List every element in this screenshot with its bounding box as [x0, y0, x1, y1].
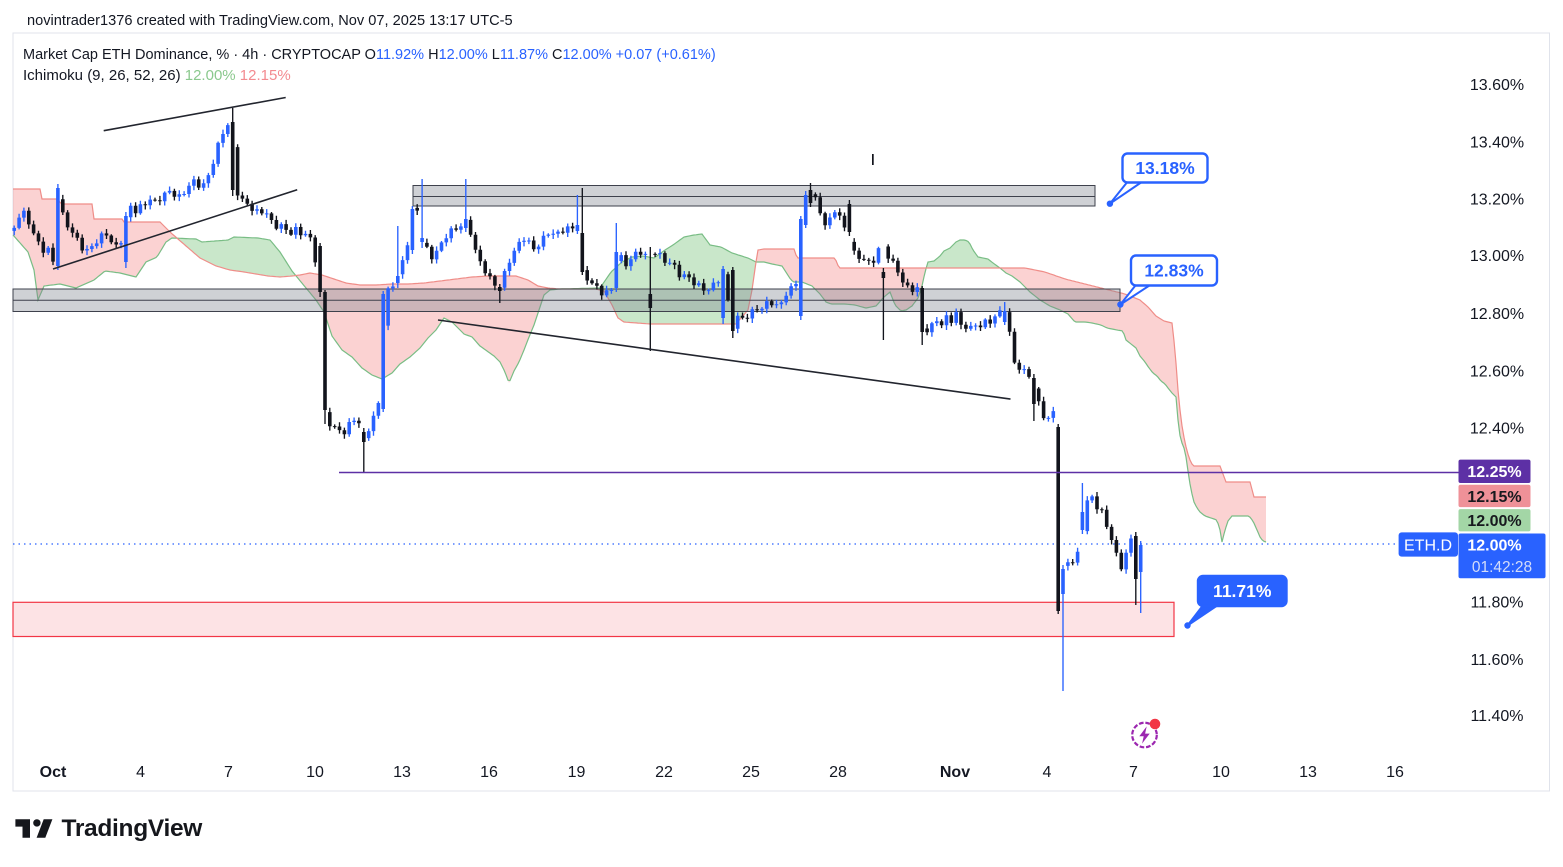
svg-text:13.60%: 13.60% [1470, 77, 1524, 94]
svg-text:12.80%: 12.80% [1470, 306, 1524, 323]
svg-text:Ichimoku (9, 26, 52, 26) 12.00: Ichimoku (9, 26, 52, 26) 12.00% 12.15% [23, 67, 291, 84]
svg-text:13.18%: 13.18% [1135, 158, 1195, 178]
svg-text:10: 10 [306, 764, 324, 781]
svg-text:12.15%: 12.15% [1467, 489, 1521, 506]
svg-text:11.80%: 11.80% [1470, 595, 1523, 612]
svg-text:ETH.D: ETH.D [1404, 537, 1452, 554]
svg-text:01:42:28: 01:42:28 [1472, 559, 1532, 576]
svg-text:novintrader1376 created with T: novintrader1376 created with TradingView… [27, 13, 513, 29]
svg-text:7: 7 [1129, 764, 1138, 781]
svg-text:11.40%: 11.40% [1470, 708, 1523, 725]
svg-text:4: 4 [1043, 764, 1052, 781]
svg-text:12.00%: 12.00% [1467, 513, 1521, 530]
svg-text:28: 28 [829, 764, 847, 781]
svg-text:12.83%: 12.83% [1144, 261, 1204, 281]
svg-text:12.60%: 12.60% [1470, 364, 1524, 381]
svg-text:11.60%: 11.60% [1470, 652, 1523, 669]
svg-text:13.40%: 13.40% [1470, 135, 1524, 152]
svg-text:13.00%: 13.00% [1470, 248, 1524, 265]
svg-text:Market Cap ETH Dominance, % ·: Market Cap ETH Dominance, % · 4h · CRYPT… [23, 47, 716, 63]
svg-text:7: 7 [224, 764, 233, 781]
svg-text:11.71%: 11.71% [1213, 581, 1272, 601]
svg-text:4: 4 [136, 764, 145, 781]
svg-text:22: 22 [655, 764, 673, 781]
svg-text:25: 25 [742, 764, 760, 781]
svg-text:Nov: Nov [940, 764, 970, 781]
svg-text:12.25%: 12.25% [1467, 464, 1521, 481]
svg-text:19: 19 [568, 764, 586, 781]
svg-text:16: 16 [480, 764, 498, 781]
svg-text:Oct: Oct [40, 764, 67, 781]
svg-text:13: 13 [1299, 764, 1317, 781]
svg-text:12.40%: 12.40% [1470, 421, 1524, 438]
svg-text:TradingView: TradingView [62, 815, 204, 842]
svg-text:13.20%: 13.20% [1470, 191, 1524, 208]
svg-text:16: 16 [1386, 764, 1404, 781]
svg-text:13: 13 [393, 764, 411, 781]
svg-text:10: 10 [1212, 764, 1230, 781]
svg-text:12.00%: 12.00% [1467, 538, 1521, 555]
